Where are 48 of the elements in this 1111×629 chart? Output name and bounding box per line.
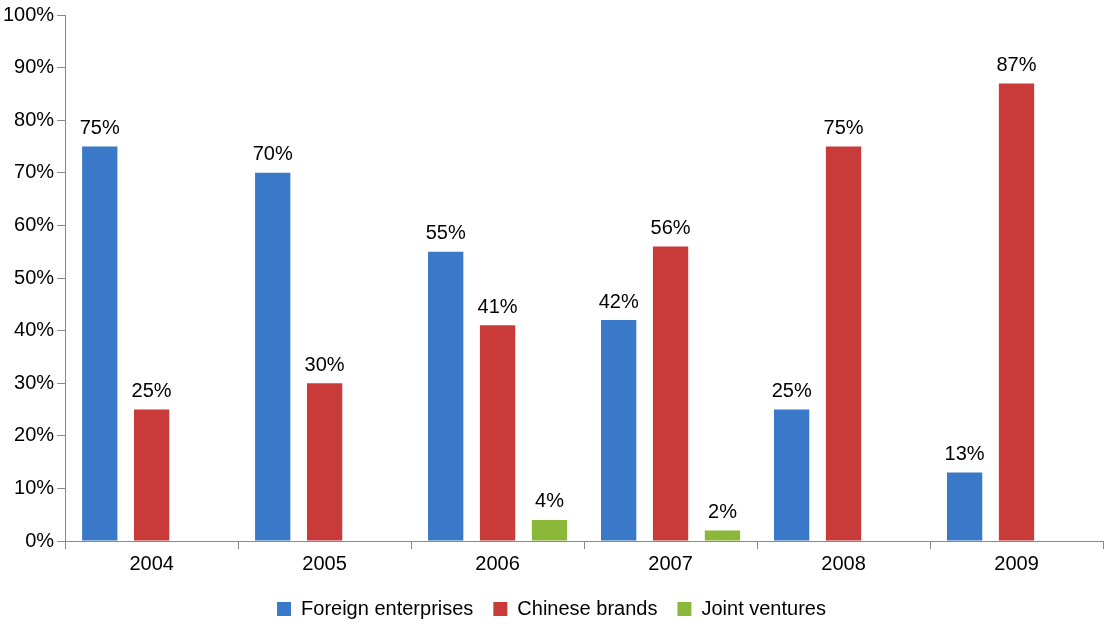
bar bbox=[774, 409, 810, 541]
x-tick-label: 2006 bbox=[475, 551, 520, 574]
data-label: 55% bbox=[425, 221, 466, 244]
bar bbox=[255, 172, 291, 541]
data-label: 13% bbox=[944, 442, 985, 465]
legend-label: Chinese brands bbox=[517, 596, 658, 619]
bar bbox=[82, 146, 118, 541]
bar bbox=[134, 409, 170, 541]
x-tick-label: 2007 bbox=[648, 551, 693, 574]
legend-label: Foreign enterprises bbox=[301, 596, 474, 619]
bar bbox=[704, 530, 741, 541]
bar bbox=[946, 472, 983, 541]
data-label: 4% bbox=[535, 489, 565, 512]
x-tick-label: 2004 bbox=[129, 551, 174, 574]
data-label: 25% bbox=[771, 379, 812, 402]
y-tick-label: 30% bbox=[14, 370, 55, 393]
y-tick-label: 60% bbox=[14, 212, 55, 235]
bar bbox=[825, 146, 862, 541]
data-label: 75% bbox=[823, 116, 864, 139]
x-tick-label: 2009 bbox=[994, 551, 1039, 574]
y-tick-label: 20% bbox=[14, 423, 55, 446]
y-tick-label: 0% bbox=[25, 528, 55, 551]
y-tick-label: 100% bbox=[3, 2, 55, 25]
data-label: 25% bbox=[131, 379, 172, 402]
bar bbox=[652, 246, 689, 541]
data-label: 41% bbox=[477, 294, 518, 317]
data-label: 30% bbox=[304, 352, 345, 375]
data-label: 42% bbox=[598, 289, 639, 312]
legend-label: Joint ventures bbox=[701, 596, 826, 619]
y-tick-label: 50% bbox=[14, 265, 55, 288]
data-label: 87% bbox=[996, 52, 1037, 75]
x-tick-label: 2008 bbox=[821, 551, 866, 574]
bar bbox=[601, 320, 637, 541]
bar bbox=[531, 519, 568, 541]
y-tick-label: 90% bbox=[14, 55, 55, 78]
x-tick-label: 2005 bbox=[302, 551, 347, 574]
bar bbox=[428, 251, 464, 541]
data-label: 70% bbox=[252, 142, 293, 165]
bar bbox=[998, 83, 1035, 541]
y-tick-label: 70% bbox=[14, 160, 55, 183]
data-label: 2% bbox=[708, 500, 738, 522]
bar bbox=[306, 383, 343, 541]
data-label: 56% bbox=[650, 215, 691, 238]
y-tick-label: 40% bbox=[14, 318, 55, 341]
y-tick-label: 10% bbox=[14, 475, 55, 498]
y-tick-label: 80% bbox=[14, 107, 55, 130]
data-label: 75% bbox=[79, 116, 120, 139]
bar bbox=[479, 325, 516, 541]
